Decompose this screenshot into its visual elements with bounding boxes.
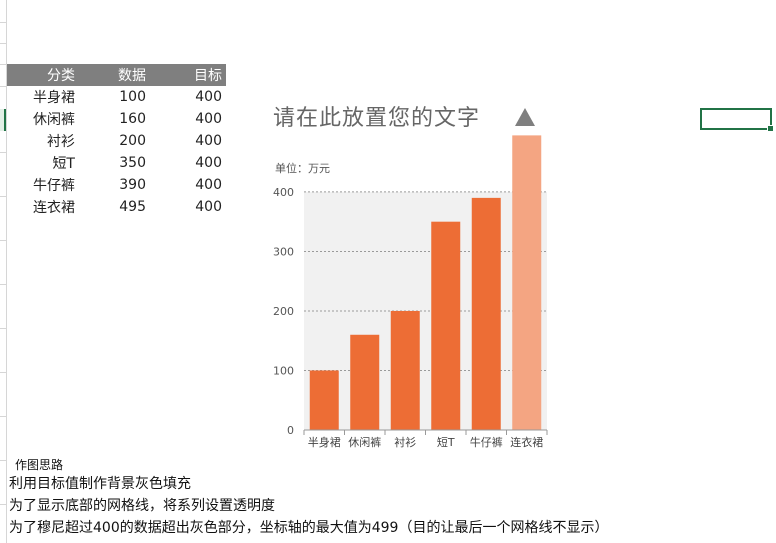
table-cell[interactable]: 连衣裙 [33,200,75,216]
table-cell[interactable]: 400 [195,177,222,193]
row-divider [0,416,6,417]
target-bar[interactable] [466,191,507,430]
x-tick-label[interactable]: 半身裙 [308,435,341,449]
table-header-cell[interactable]: 分类 [47,68,75,84]
table-cell[interactable]: 400 [195,111,222,127]
data-bar[interactable] [431,221,461,430]
row-divider [0,328,6,329]
note-line: 为了显示底部的网格线，将系列设置透明度 [9,498,275,514]
note-line: 利用目标值制作背景灰色填充 [9,476,191,492]
table-header-row: 分类 数据 目标 [7,64,226,86]
table-row: 休闲裤 160 400 [7,108,226,130]
table-row: 连衣裙 495 400 [7,196,226,218]
y-tick-label[interactable]: 100 [273,364,294,377]
x-tick-label[interactable]: 休闲裤 [348,435,381,449]
row-divider [0,86,6,87]
notes-section: 作图思路 利用目标值制作背景灰色填充 为了显示底部的网格线，将系列设置透明度 为… [9,457,608,539]
row-divider [0,372,6,373]
row-divider [0,22,6,23]
data-bar[interactable] [512,135,542,430]
data-bar[interactable] [471,197,501,430]
table-cell[interactable]: 390 [119,177,146,193]
table-cell[interactable]: 休闲裤 [33,112,75,128]
table-cell[interactable]: 400 [195,89,222,105]
x-tick-label[interactable]: 短T [437,435,455,449]
y-tick-label[interactable]: 0 [287,424,294,437]
table-row: 衬衫 200 400 [7,130,226,152]
row-divider [0,64,6,65]
notes-heading: 作图思路 [15,458,64,472]
table-row: 牛仔裤 390 400 [7,174,226,196]
table-cell[interactable]: 400 [195,133,222,149]
chart-unit-label[interactable]: 单位：万元 [275,162,330,175]
table-cell[interactable]: 100 [119,89,146,105]
table-header-cell[interactable]: 目标 [194,68,222,84]
table-cell[interactable]: 短T [52,156,75,172]
selected-row-marker [0,109,6,131]
fill-handle[interactable] [767,125,774,132]
data-bar[interactable] [390,310,420,430]
target-bar[interactable] [304,191,345,430]
row-divider [0,284,6,285]
table-cell[interactable]: 400 [195,155,222,171]
row-divider [0,196,6,197]
row-divider [0,152,6,153]
x-tick-label[interactable]: 牛仔裤 [470,435,503,449]
data-bar[interactable] [350,334,380,430]
data-table: 分类 数据 目标 半身裙 100 400 休闲裤 160 400 衬衫 200 … [7,64,226,218]
active-cell-selection[interactable] [700,108,774,132]
row-divider [0,43,6,44]
table-cell[interactable]: 495 [119,199,146,215]
up-arrow-icon [515,108,535,126]
table-row: 半身裙 100 400 [7,86,226,108]
x-tick-label[interactable]: 连衣裙 [510,435,543,449]
row-divider [0,504,6,505]
y-tick-label[interactable]: 300 [273,245,294,258]
y-tick-label[interactable]: 200 [273,305,294,318]
table-cell[interactable]: 160 [119,111,146,127]
target-bar[interactable] [344,191,386,430]
note-line: 为了穆尼超过400的数据超出灰色部分，坐标轴的最大值为499（目的让最后一个网格… [9,520,609,536]
row-header-gutter [0,0,7,543]
table-cell[interactable]: 衬衫 [47,134,75,150]
y-tick-label[interactable]: 400 [273,186,294,199]
table-cell[interactable]: 400 [195,199,222,215]
row-divider [0,460,6,461]
table-cell[interactable]: 350 [119,155,146,171]
table-cell[interactable]: 牛仔裤 [33,178,75,194]
chart-title[interactable]: 请在此放置您的文字 [273,106,481,131]
data-bar[interactable] [309,370,339,430]
target-bar[interactable] [506,191,548,430]
table-header-cell[interactable]: 数据 [118,68,146,84]
table-cell[interactable]: 半身裙 [33,90,75,106]
table-cell[interactable]: 200 [119,133,146,149]
target-bar[interactable] [425,191,467,430]
table-row: 短T 350 400 [7,152,226,174]
target-bar[interactable] [385,191,426,430]
row-divider [0,240,6,241]
x-tick-label[interactable]: 衬衫 [394,436,416,449]
